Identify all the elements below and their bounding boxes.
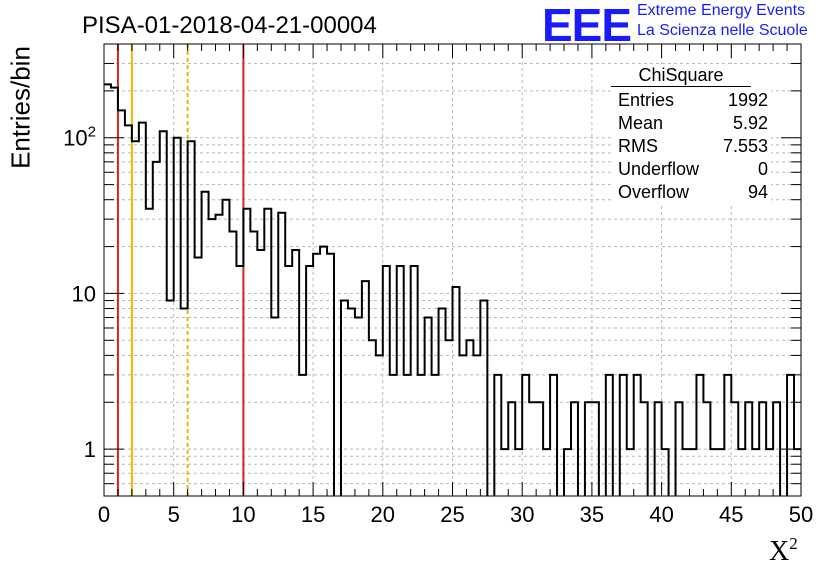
x-axis-label-text: X — [769, 536, 790, 567]
eee-logo: EEE — [542, 0, 632, 51]
logo-text-line1: Extreme Energy Events — [637, 2, 806, 19]
y-tick-label-exponent: 2 — [88, 124, 96, 141]
stats-box: ChiSquare Entries 1992 Mean 5.92 RMS 7.5… — [611, 64, 771, 204]
stats-row-overflow: Overflow 94 — [611, 181, 771, 204]
x-tick-label: 25 — [440, 502, 464, 527]
stats-label: Entries — [618, 90, 675, 110]
x-tick-labels: 0 5 10 15 20 25 30 35 40 45 50 — [98, 502, 813, 527]
x-tick-label: 30 — [510, 502, 534, 527]
stats-row-rms: RMS 7.553 — [611, 135, 771, 158]
histogram-series — [104, 83, 801, 496]
stats-label: Overflow — [618, 182, 690, 202]
stats-value: 0 — [757, 159, 768, 179]
x-tick-label: 15 — [301, 502, 325, 527]
x-tick-label: 20 — [371, 502, 395, 527]
y-tick-label-base: 10 — [63, 126, 87, 151]
chart-title: PISA-01-2018-04-21-00004 — [82, 12, 377, 39]
stats-label: Underflow — [618, 159, 700, 179]
x-tick-label: 35 — [580, 502, 604, 527]
stats-value: 7.553 — [722, 136, 768, 156]
y-axis-label: Entries/bin — [5, 46, 36, 169]
y-tick-label: 1 — [84, 437, 96, 462]
stats-value: 5.92 — [732, 113, 768, 133]
x-axis-label-exponent: 2 — [789, 534, 798, 553]
y-tick-label: 10 — [72, 281, 96, 306]
x-tick-label: 5 — [168, 502, 180, 527]
x-tick-label: 50 — [789, 502, 813, 527]
x-tick-label: 45 — [719, 502, 743, 527]
x-tick-label: 40 — [649, 502, 673, 527]
x-tick-label: 0 — [98, 502, 110, 527]
stats-value: 1992 — [727, 90, 768, 110]
stats-value: 94 — [747, 182, 768, 202]
stats-row-mean: Mean 5.92 — [611, 112, 771, 135]
y-tick-label: 102 — [63, 124, 96, 151]
x-tick-label: 10 — [231, 502, 255, 527]
stats-label: Mean — [618, 113, 664, 133]
stats-title: ChiSquare — [611, 64, 751, 87]
axis-ticks — [103, 43, 802, 497]
stats-label: RMS — [618, 136, 658, 156]
x-axis-label: X2 — [769, 534, 798, 568]
stats-row-underflow: Underflow 0 — [611, 158, 771, 181]
stats-row-entries: Entries 1992 — [611, 89, 771, 112]
logo-text-line2: La Scienza nelle Scuole — [637, 22, 808, 39]
